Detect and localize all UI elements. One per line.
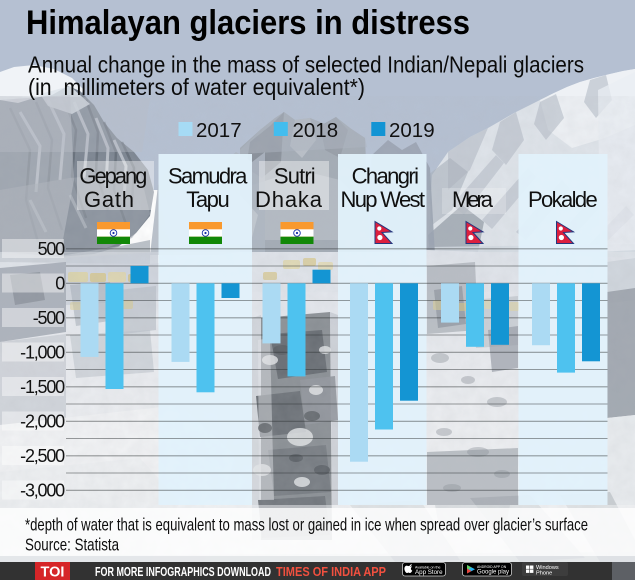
svg-text:Phone: Phone [536,571,552,577]
svg-text:0: 0 [55,273,65,293]
svg-text:-3,000: -3,000 [20,480,65,500]
svg-text:ANDROID APP ON: ANDROID APP ON [477,565,507,569]
svg-text:Tapu: Tapu [186,187,229,212]
svg-text:Nup West: Nup West [341,187,426,212]
svg-text:Available on the: Available on the [415,566,441,570]
svg-text:-500: -500 [33,308,65,328]
svg-text:App Store: App Store [415,569,443,576]
svg-text:500: 500 [38,239,66,259]
svg-text:Dhaka: Dhaka [255,187,323,212]
svg-text:FOR MORE INFOGRAPHICS DOWNLOA: FOR MORE INFOGRAPHICS DOWNLOAD [95,564,271,579]
svg-text:Google play: Google play [477,570,509,576]
svg-text:Mera: Mera [452,187,494,212]
svg-text:-2,000: -2,000 [20,411,65,431]
svg-text:Changri: Changri [352,164,419,189]
svg-text:Source: Statista: Source: Statista [25,534,119,554]
svg-text:*depth of water that is equiva: *depth of water that is equivalent to ma… [25,515,588,535]
svg-text:-1,000: -1,000 [20,342,65,362]
svg-text:Samudra: Samudra [168,164,248,189]
svg-text:2017: 2017 [196,119,242,142]
svg-text:TIMES OF INDIA APP: TIMES OF INDIA APP [276,564,386,579]
svg-text:-1,500: -1,500 [20,377,65,397]
svg-text:Annual change in the mass of s: Annual change in the mass of selected In… [28,51,584,77]
svg-text:2018: 2018 [293,119,339,142]
svg-text:2019: 2019 [389,119,435,142]
svg-text:TOI: TOI [41,565,65,581]
svg-text:Sutri: Sutri [274,164,316,189]
svg-text:Pokalde: Pokalde [528,187,598,212]
svg-text:(in millimeters of water equi: (in millimeters of water equivalent*) [28,74,365,100]
svg-text:Gepang: Gepang [79,164,147,189]
svg-text:Himalayan glaciers in distress: Himalayan glaciers in distress [26,4,470,42]
svg-text:Windows: Windows [536,565,559,571]
svg-text:-2,500: -2,500 [20,446,65,466]
svg-text:Gath: Gath [84,187,134,212]
